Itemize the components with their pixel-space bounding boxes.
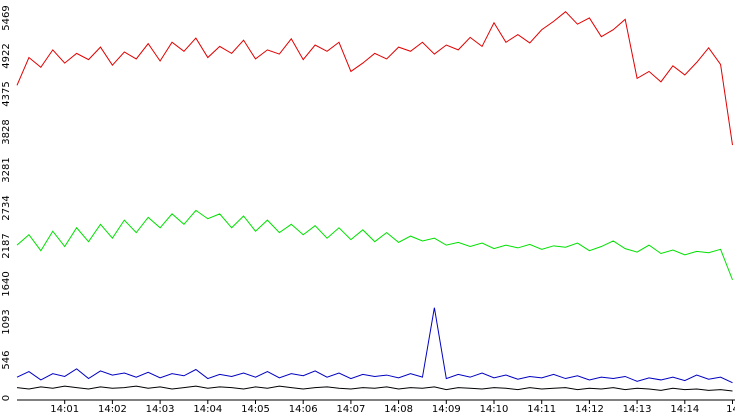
y-tick-label: 1640 <box>1 271 12 296</box>
x-tick-label: 14:12 <box>575 404 604 415</box>
y-tick-label: 5469 <box>1 5 12 30</box>
x-tick-label: 14:02 <box>98 404 127 415</box>
y-tick-label: 546 <box>1 351 12 370</box>
x-tick-label: 14:06 <box>289 404 318 415</box>
x-tick-label: 14:01 <box>50 404 79 415</box>
y-tick-label: 2734 <box>1 195 12 220</box>
y-tick-label: 1093 <box>1 309 12 334</box>
series-line <box>16 307 733 384</box>
series-line <box>16 385 733 392</box>
series-line <box>16 209 733 281</box>
x-tick-label: 14:08 <box>384 404 413 415</box>
x-tick-label: 14:03 <box>146 404 175 415</box>
x-tick-label: 14:14 <box>670 404 699 415</box>
x-tick-label: 14:04 <box>193 404 222 415</box>
series-line <box>16 11 733 146</box>
y-tick-label: 4922 <box>1 43 12 68</box>
x-tick-label: 14:13 <box>623 404 652 415</box>
x-tick-label: 14:11 <box>527 404 556 415</box>
x-tick-label: 14:10 <box>480 404 509 415</box>
y-tick-label: 3828 <box>1 119 12 144</box>
y-tick-label: 3281 <box>1 157 12 182</box>
x-tick-label: 14:05 <box>241 404 270 415</box>
y-tick-label: 2187 <box>1 233 12 258</box>
y-tick-label: 4375 <box>1 81 12 106</box>
x-tick-label: 14 <box>726 404 735 415</box>
x-tick-label: 14:07 <box>336 404 365 415</box>
x-tick-label: 14:09 <box>432 404 461 415</box>
y-tick-label: 0 <box>1 395 12 401</box>
